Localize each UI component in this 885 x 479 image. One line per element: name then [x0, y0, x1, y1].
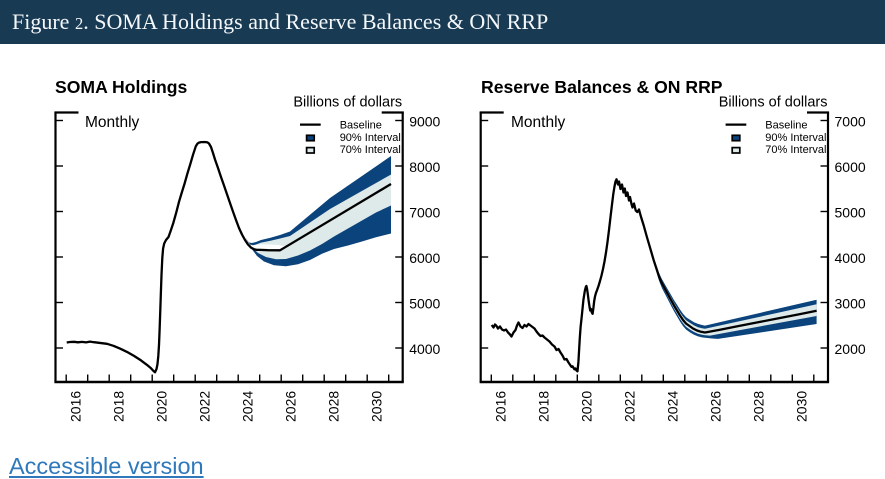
svg-text:6000: 6000	[835, 159, 866, 175]
svg-text:70% Interval: 70% Interval	[765, 144, 826, 156]
svg-text:2018: 2018	[536, 391, 552, 422]
svg-text:Billions of dollars: Billions of dollars	[719, 95, 828, 111]
svg-text:2022: 2022	[196, 391, 212, 422]
svg-text:2028: 2028	[325, 391, 341, 422]
svg-text:4000: 4000	[409, 341, 440, 357]
svg-text:5000: 5000	[835, 205, 866, 221]
svg-text:2026: 2026	[282, 391, 298, 422]
svg-text:2016: 2016	[67, 391, 83, 422]
svg-text:2020: 2020	[579, 391, 595, 422]
svg-text:2018: 2018	[110, 391, 126, 422]
svg-text:2020: 2020	[153, 391, 169, 422]
svg-text:2024: 2024	[665, 391, 681, 422]
svg-text:2030: 2030	[794, 391, 810, 422]
svg-text:2016: 2016	[493, 391, 509, 422]
svg-text:7000: 7000	[835, 114, 866, 130]
svg-text:2026: 2026	[708, 391, 724, 422]
svg-text:7000: 7000	[409, 205, 440, 221]
svg-text:Baseline: Baseline	[765, 120, 807, 132]
svg-text:90% Interval: 90% Interval	[340, 132, 401, 144]
svg-text:2000: 2000	[835, 341, 866, 357]
svg-text:2030: 2030	[368, 391, 384, 422]
svg-text:2028: 2028	[751, 391, 767, 422]
svg-text:90% Interval: 90% Interval	[765, 132, 826, 144]
svg-text:Monthly: Monthly	[511, 114, 566, 131]
svg-text:Monthly: Monthly	[85, 114, 140, 131]
svg-text:8000: 8000	[409, 159, 440, 175]
svg-text:2022: 2022	[622, 391, 638, 422]
svg-text:5000: 5000	[409, 296, 440, 312]
svg-text:Billions of dollars: Billions of dollars	[293, 95, 402, 111]
svg-text:2024: 2024	[239, 391, 255, 422]
svg-text:4000: 4000	[835, 250, 866, 266]
svg-text:9000: 9000	[409, 114, 440, 130]
svg-text:SOMA Holdings: SOMA Holdings	[55, 77, 187, 97]
svg-text:Reserve Balances & ON RRP: Reserve Balances & ON RRP	[481, 77, 723, 97]
svg-text:3000: 3000	[835, 296, 866, 312]
svg-text:6000: 6000	[409, 250, 440, 266]
svg-text:70% Interval: 70% Interval	[340, 144, 401, 156]
svg-text:Baseline: Baseline	[340, 120, 382, 132]
